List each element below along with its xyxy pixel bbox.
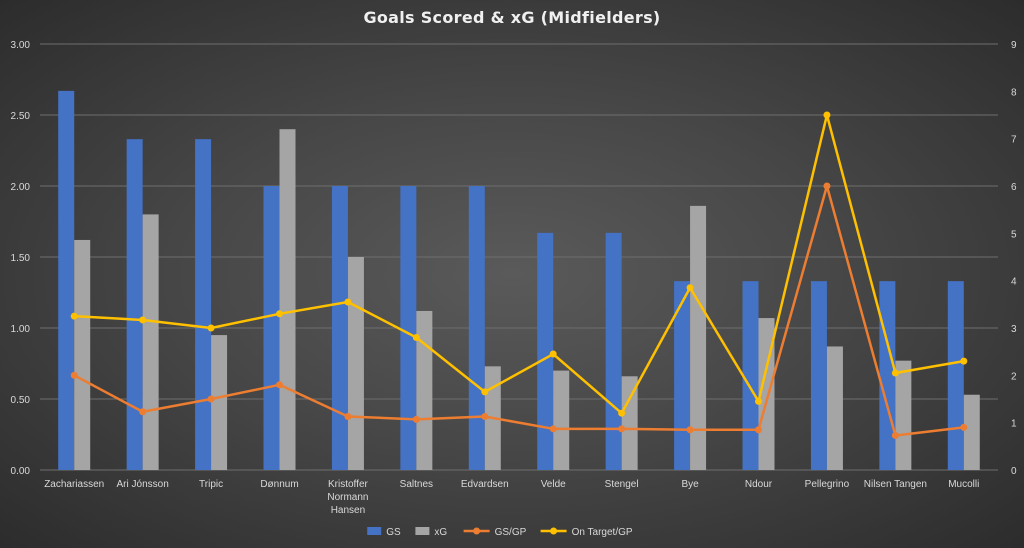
y-left-tick-label: 2.00 (11, 182, 31, 193)
line-point (891, 369, 899, 377)
x-tick-label: Dønnum (260, 479, 298, 490)
x-tick-label: Saltnes (400, 479, 433, 490)
x-tick-label: Stengel (605, 479, 639, 490)
y-right-tick-label: 7 (1011, 135, 1017, 146)
y-left-tick-label: 1.00 (11, 324, 31, 335)
legend-label: GS/GP (495, 527, 527, 538)
bar-gs (605, 232, 622, 470)
x-tick-label: Pellegrino (805, 479, 850, 490)
bar-xg (553, 370, 570, 470)
line-point (549, 350, 557, 358)
bar-gs (126, 139, 143, 470)
y-left-tick-label: 0.50 (11, 395, 31, 406)
line-point (960, 423, 968, 431)
legend-marker (550, 527, 558, 535)
line-point (70, 371, 78, 379)
line-point (686, 426, 694, 434)
line-point (686, 284, 694, 292)
bar-xg (416, 310, 433, 470)
line-point (139, 408, 147, 416)
line-point (412, 415, 420, 423)
bar-gs (879, 281, 896, 470)
bar-gs (263, 186, 280, 470)
bar-xg (621, 376, 638, 470)
bar-gs (58, 90, 75, 471)
x-tick-label: Velde (541, 479, 566, 490)
bar-gs (674, 281, 691, 470)
bar-gs (810, 281, 827, 470)
line-point (276, 310, 283, 318)
line-point (549, 425, 557, 433)
bar-xg (963, 394, 980, 470)
bar-gs (400, 186, 417, 470)
bar-xg (142, 214, 159, 470)
bar-xg (690, 205, 707, 470)
y-right-tick-label: 0 (1011, 466, 1017, 477)
y-right-tick-label: 2 (1011, 371, 1017, 382)
bar-xg (826, 346, 843, 470)
legend-swatch (415, 527, 430, 535)
line-point (344, 298, 352, 306)
y-left-tick-label: 0.00 (11, 466, 31, 477)
bar-xg (347, 257, 364, 470)
x-tick-label: Edvardsen (461, 479, 509, 490)
legend-label: xG (434, 527, 447, 538)
line-point (344, 413, 352, 421)
x-tick-label: Nilsen Tangen (864, 479, 927, 490)
bar-xg (279, 129, 296, 470)
y-left-tick-label: 2.50 (11, 111, 31, 122)
line-point (618, 425, 626, 433)
x-tick-label: Ndour (745, 479, 773, 490)
y-right-tick-label: 3 (1011, 324, 1017, 335)
bar-gs (742, 281, 759, 470)
line-point (755, 426, 762, 434)
y-right-tick-label: 1 (1011, 419, 1017, 430)
line-point (960, 357, 968, 365)
chart-title: Goals Scored & xG (Midfielders) (363, 8, 661, 27)
line-series (74, 113, 964, 415)
y-left-tick-label: 3.00 (11, 40, 31, 51)
y-right-tick-label: 5 (1011, 229, 1017, 240)
line-point (481, 388, 489, 396)
line-point (481, 413, 489, 421)
bar-gs (468, 186, 485, 470)
bar-xg (74, 239, 91, 470)
bar-xg (211, 335, 228, 470)
line-point (276, 381, 283, 389)
line-point (755, 397, 762, 405)
y-left-tick-label: 1.50 (11, 253, 31, 264)
legend-label: GS (386, 527, 401, 538)
y-right-tick-label: 4 (1011, 277, 1017, 288)
bar-gs (331, 186, 348, 470)
y-right-tick-label: 6 (1011, 182, 1017, 193)
bar-gs (195, 139, 212, 470)
line-point (207, 395, 215, 403)
x-tick-label: Mucolli (948, 479, 979, 490)
x-tick-label: Ari Jónsson (117, 479, 169, 490)
line-point (207, 324, 215, 332)
line-point (823, 182, 831, 190)
line-series (73, 184, 964, 437)
y-right-tick-label: 8 (1011, 87, 1017, 98)
line-point (70, 312, 78, 320)
legend-label: On Target/GP (572, 527, 633, 538)
x-tick-label: Bye (681, 479, 699, 490)
y-right-tick-label: 9 (1011, 40, 1017, 51)
bar-xg (895, 360, 912, 470)
bar-gs (947, 281, 964, 470)
line-point (412, 333, 420, 341)
legend-swatch (367, 527, 382, 535)
x-tick-label: Tripic (199, 479, 223, 490)
line-point (618, 409, 626, 417)
x-tick-label: Zachariassen (44, 479, 104, 490)
bar-gs (537, 232, 554, 470)
x-tick-label: Kristoffer Normann Hansen (327, 479, 368, 516)
line-point (139, 316, 147, 324)
line-point (823, 111, 831, 119)
line-point (891, 431, 899, 439)
legend-marker (473, 527, 481, 535)
